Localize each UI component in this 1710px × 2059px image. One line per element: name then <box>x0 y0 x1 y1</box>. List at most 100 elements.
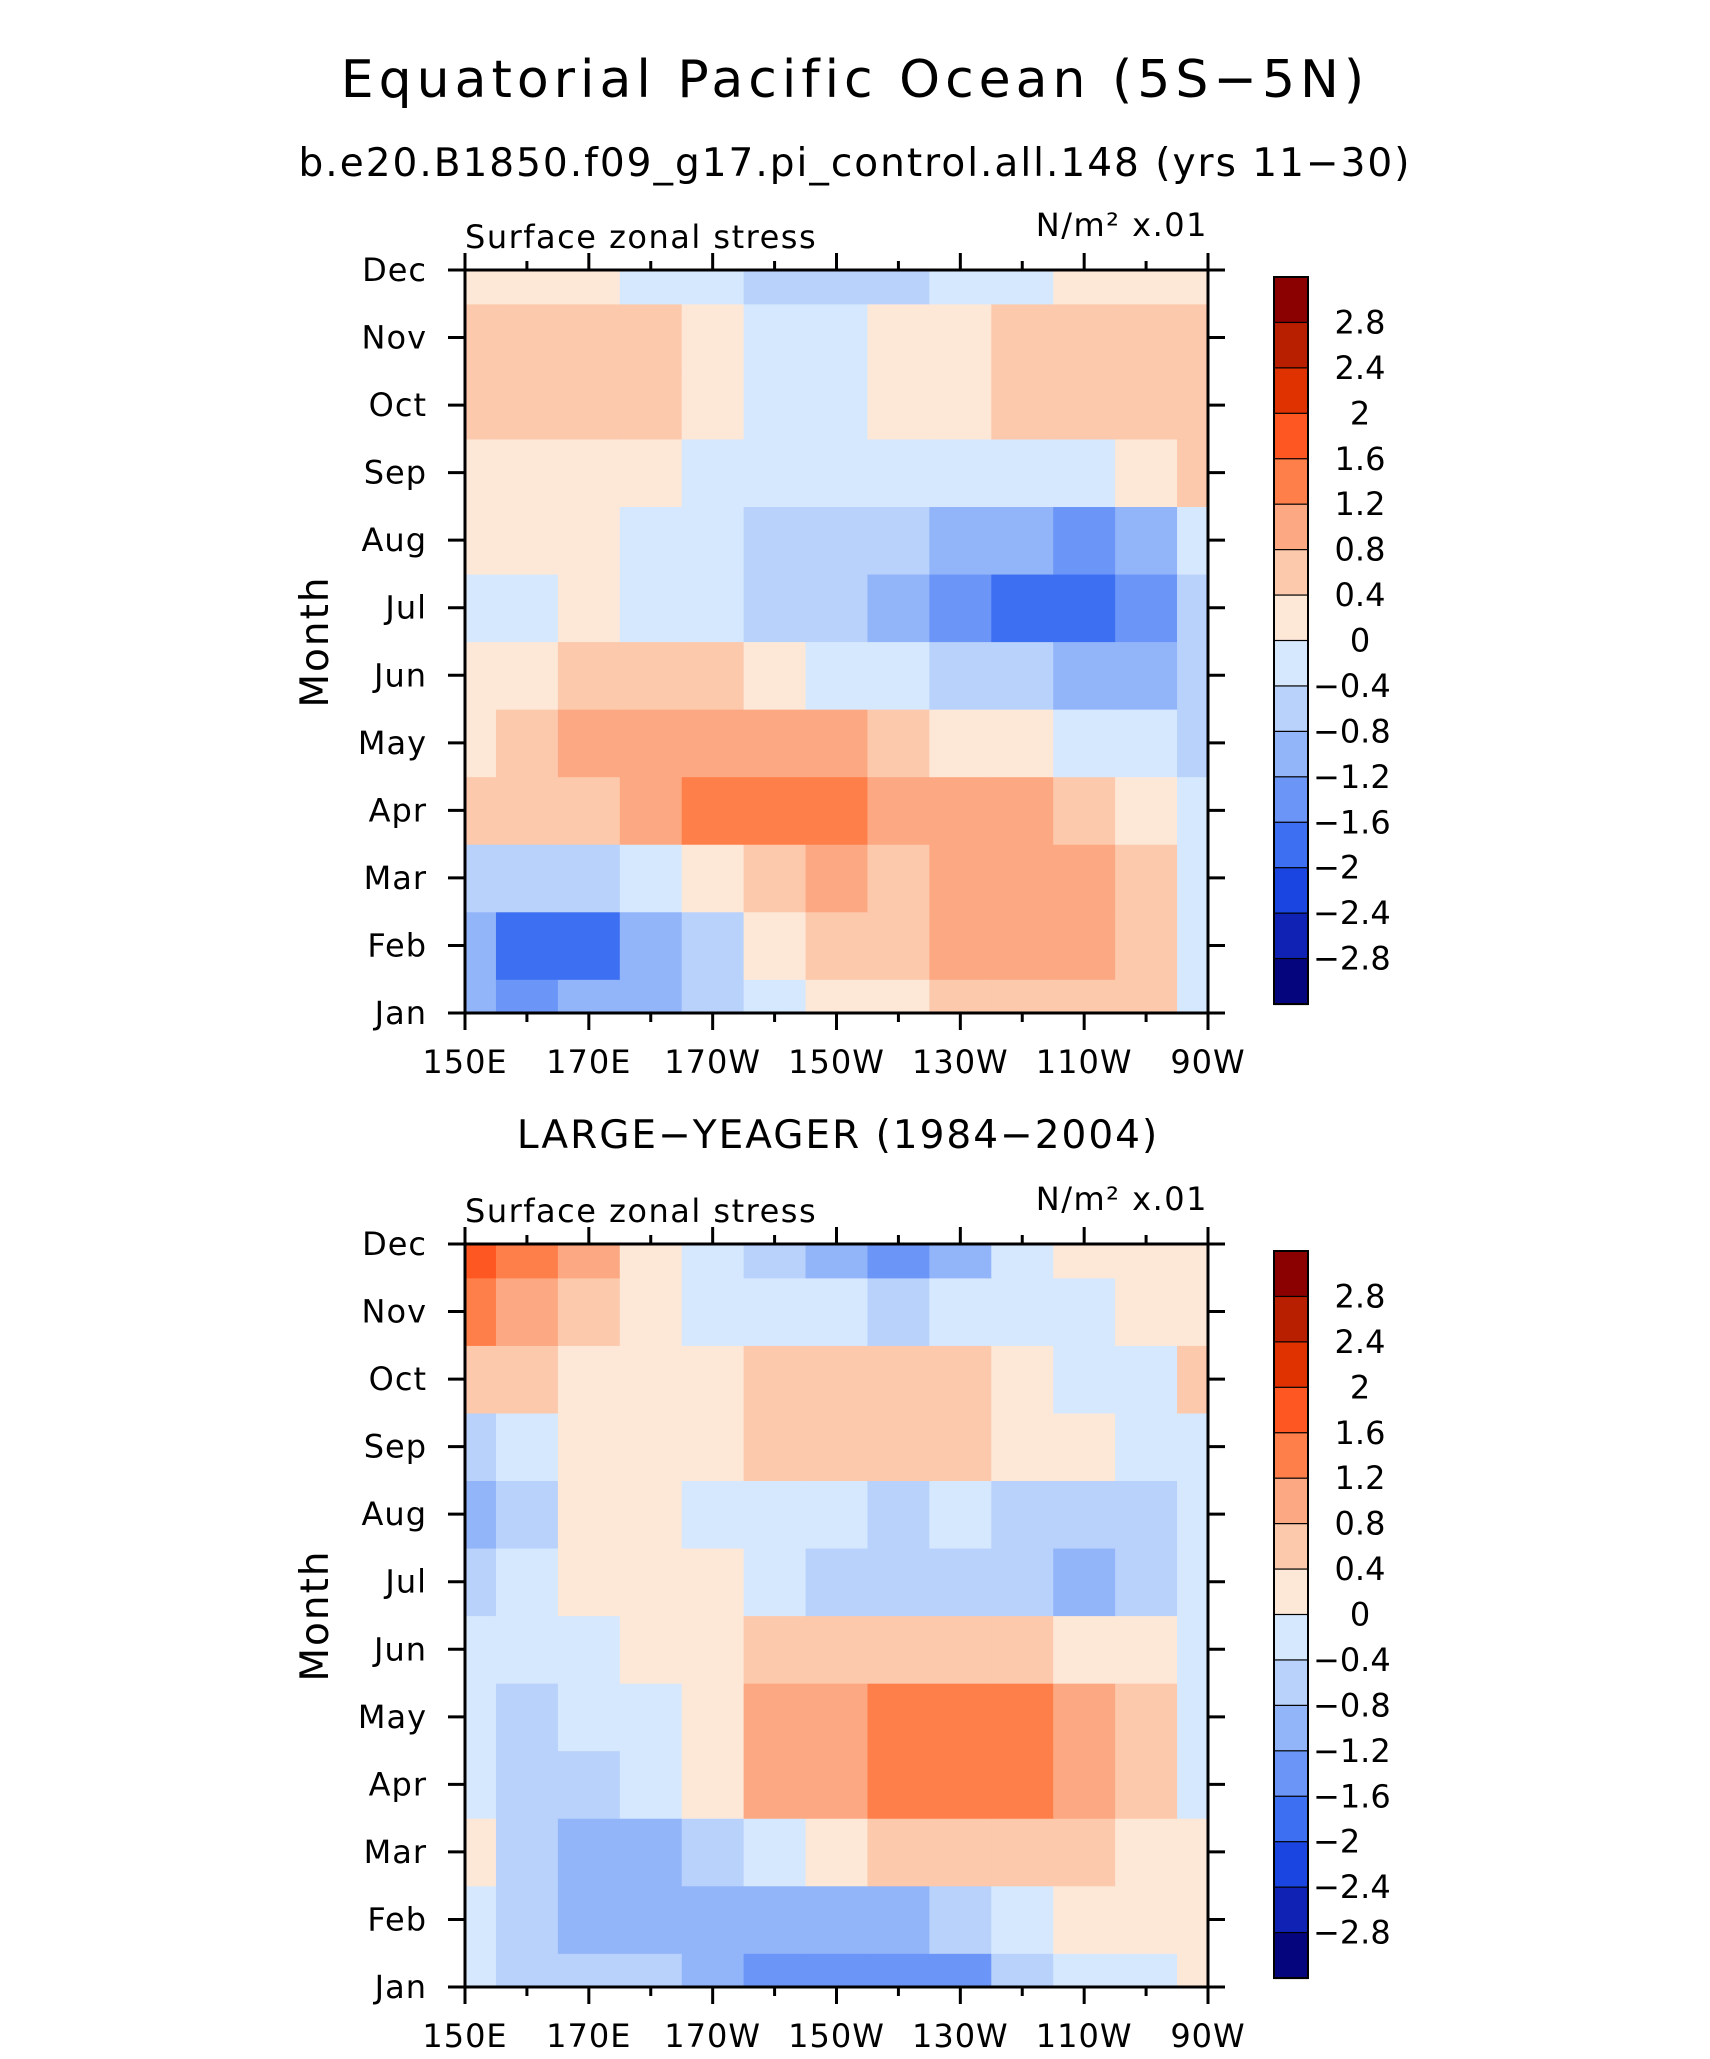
colorbar-swatch <box>1273 1523 1309 1571</box>
heatmap-cell <box>1177 1547 1208 1617</box>
heatmap-cell <box>557 270 621 305</box>
colorbar-label: 1.2 <box>1335 1459 1386 1497</box>
heatmap-cell <box>681 1547 745 1617</box>
heatmap-cell <box>681 573 745 643</box>
colorbar-swatch <box>1273 1931 1309 1980</box>
colorbar-swatch <box>1273 1250 1309 1298</box>
heatmap-cell <box>743 641 807 710</box>
colorbar-swatch <box>1273 639 1309 688</box>
heatmap-cell <box>495 438 559 508</box>
heatmap-cell <box>495 709 559 778</box>
heatmap-cell <box>743 911 807 980</box>
heatmap-cell <box>619 573 683 643</box>
y-tick-label: Jun <box>372 656 427 694</box>
heatmap-cell <box>619 776 683 845</box>
heatmap-cell <box>743 1412 807 1482</box>
heatmap-cell <box>1177 709 1208 778</box>
colorbar-label: −0.4 <box>1313 1641 1391 1679</box>
heatmap-cell <box>929 1683 992 1752</box>
heatmap-cell <box>619 270 683 305</box>
x-tick-label: 110W <box>1036 2017 1133 2055</box>
colorbar-label: 0 <box>1350 622 1370 660</box>
heatmap-cell <box>465 1277 497 1346</box>
heatmap-cell <box>1053 1615 1116 1684</box>
panel-model: Jan Feb Mar Apr May Jun Jul Aug Sep Oct Nov Dec 150E… <box>293 206 1391 1081</box>
x-tick-label: 150E <box>422 2017 507 2055</box>
heatmap-cell <box>681 1480 745 1549</box>
heatmap-cell <box>1177 371 1208 440</box>
colorbar-swatch <box>1273 549 1309 597</box>
heatmap-cell <box>557 1244 621 1279</box>
heatmap-cell <box>991 979 1054 1013</box>
figure-subtitle: b.e20.B1850.f09_g17.pi_control.all.148 (… <box>299 141 1412 186</box>
heatmap-cell <box>495 303 559 372</box>
heatmap-cell <box>743 270 807 305</box>
heatmap-cell <box>619 1244 683 1279</box>
heatmap-cell <box>681 1953 745 1987</box>
heatmap-cell <box>1053 641 1116 710</box>
colorbar-label: −1.6 <box>1313 803 1391 841</box>
heatmap-cell <box>1053 911 1116 980</box>
heatmap-cell <box>805 1244 869 1279</box>
heatmap-cell <box>465 776 497 845</box>
heatmap-cell <box>1053 844 1116 913</box>
heatmap-cell <box>1177 1480 1208 1549</box>
heatmap-cell <box>991 1615 1054 1684</box>
heatmap-cell <box>557 709 621 778</box>
heatmap-cell <box>465 1885 497 1954</box>
heatmap-cell <box>991 270 1054 305</box>
colorbar-swatch <box>1273 821 1309 869</box>
heatmap-cell <box>743 1818 807 1887</box>
heatmap-cell <box>557 438 621 508</box>
colorbar-swatch <box>1273 1841 1309 1889</box>
heatmap-cell <box>557 776 621 845</box>
heatmap-cell <box>465 1818 497 1887</box>
heatmap-cell <box>805 270 869 305</box>
colorbar-swatch <box>1273 1613 1309 1662</box>
colorbar-swatch <box>1273 957 1309 1006</box>
heatmap-cell <box>557 1953 621 1987</box>
units-string: N/m² x.01 <box>1036 206 1208 244</box>
units-string: N/m² x.01 <box>1036 1180 1208 1218</box>
colorbar-label: −2 <box>1313 1823 1360 1861</box>
heatmap-cell <box>867 979 930 1013</box>
heatmap-cell <box>1177 776 1208 845</box>
y-axis-label: Month <box>293 575 338 707</box>
heatmap-cell <box>805 303 869 372</box>
heatmap-cell <box>743 1244 807 1279</box>
heatmap-cell <box>1115 1953 1178 1987</box>
heatmap-cell <box>681 1244 745 1279</box>
heatmap-cell <box>743 303 807 372</box>
heatmap-cell <box>805 1547 869 1617</box>
heatmap-cell <box>619 1615 683 1684</box>
heatmap-cell <box>929 1818 992 1887</box>
y-tick-label: Oct <box>369 386 427 424</box>
colorbar-swatch <box>1273 1568 1309 1616</box>
heatmap-cell <box>867 641 930 710</box>
heatmap-cell <box>991 1953 1054 1987</box>
contour-field <box>465 1244 1208 1987</box>
heatmap-cell <box>465 438 497 508</box>
heatmap-cell <box>495 979 559 1013</box>
heatmap-cell <box>1053 1244 1116 1279</box>
colorbar-swatch <box>1273 1341 1309 1389</box>
heatmap-cell <box>1053 1683 1116 1752</box>
heatmap-cell <box>557 1818 621 1887</box>
y-tick-label: May <box>358 724 427 762</box>
heatmap-cell <box>495 1615 559 1684</box>
x-tick-label: 170E <box>546 2017 631 2055</box>
heatmap-cell <box>1053 1547 1116 1617</box>
heatmap-cell <box>465 1244 497 1279</box>
colorbar-swatch <box>1273 458 1309 506</box>
heatmap-cell <box>1115 911 1178 980</box>
heatmap-cell <box>805 1277 869 1346</box>
heatmap-cell <box>929 1412 992 1482</box>
heatmap-cell <box>991 1244 1054 1279</box>
heatmap-cell <box>1177 270 1208 305</box>
heatmap-cell <box>619 1547 683 1617</box>
heatmap-cell <box>867 1277 930 1346</box>
heatmap-cell <box>867 438 930 508</box>
heatmap-cell <box>1177 911 1208 980</box>
heatmap-cell <box>929 709 992 778</box>
y-tick-label: Nov <box>362 1293 427 1331</box>
